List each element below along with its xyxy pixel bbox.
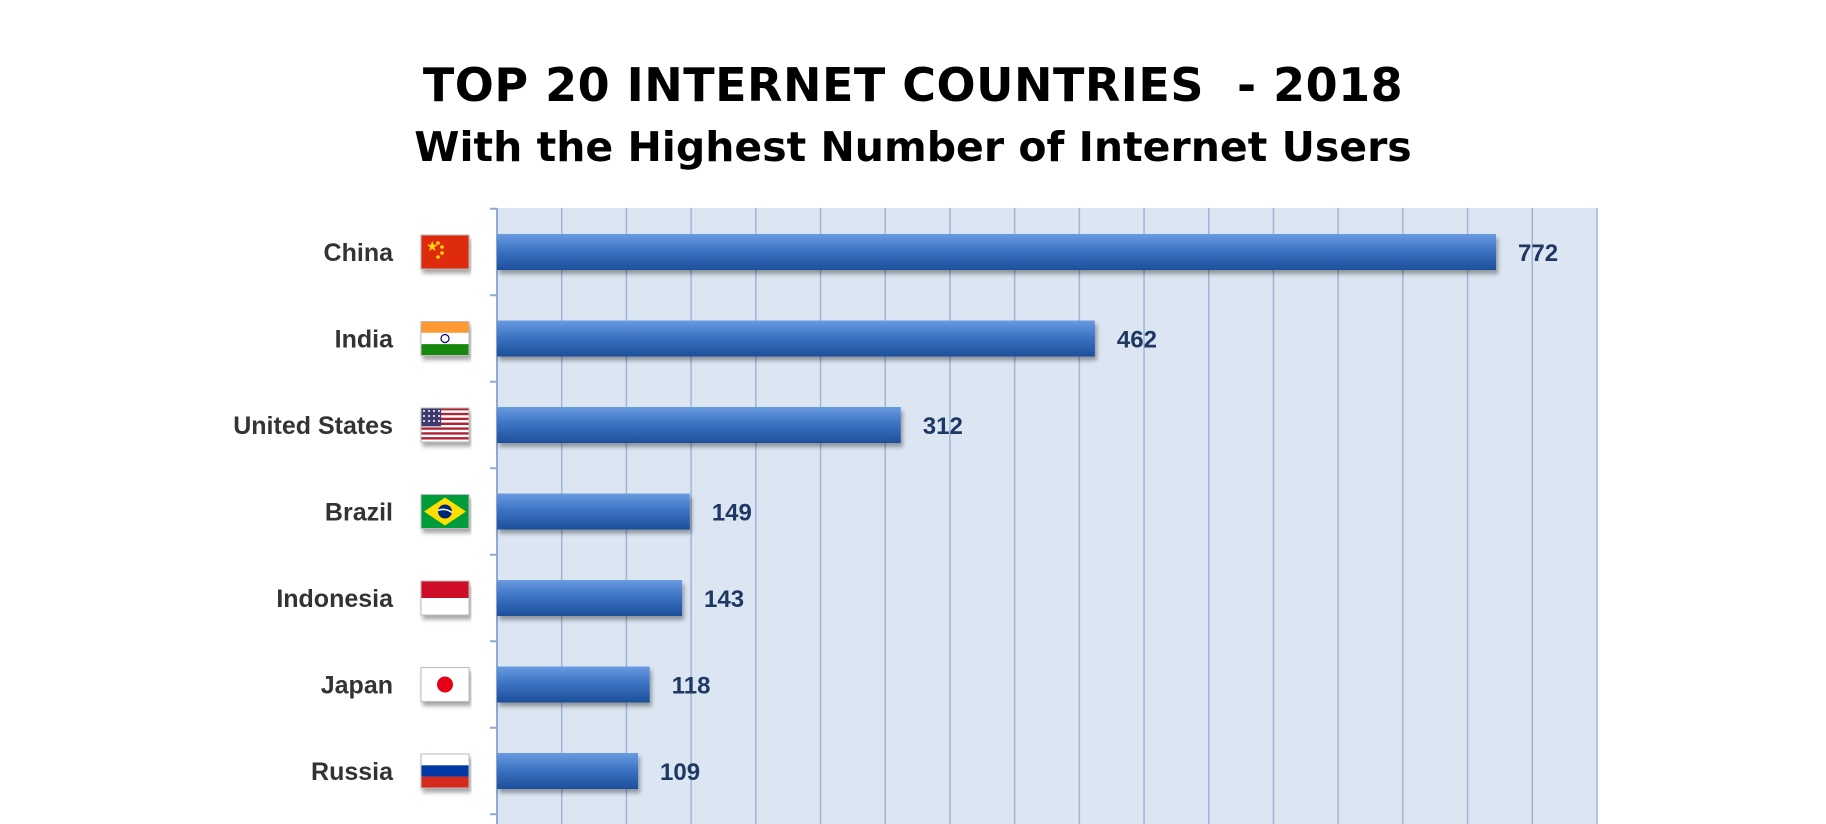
svg-text:★: ★ bbox=[426, 239, 439, 255]
value-label: 772 bbox=[1518, 240, 1558, 267]
usa-flag-icon bbox=[420, 407, 470, 443]
value-label: 312 bbox=[923, 413, 963, 440]
value-labels: 772 462 312 149 143 118 109 bbox=[660, 240, 1558, 786]
bar-united-states bbox=[497, 407, 901, 443]
value-label: 109 bbox=[660, 759, 700, 786]
value-label: 149 bbox=[712, 500, 752, 527]
category-label: Indonesia bbox=[276, 585, 394, 613]
flags: ★ bbox=[420, 234, 470, 789]
russia-flag-icon bbox=[420, 753, 470, 789]
bar-china bbox=[497, 234, 1497, 270]
indonesia-flag-icon bbox=[420, 580, 470, 616]
category-label: United States bbox=[233, 412, 393, 440]
bar-russia bbox=[497, 753, 639, 789]
chart-title: TOP 20 INTERNET COUNTRIES - 2018 bbox=[422, 58, 1404, 112]
category-label: Russia bbox=[311, 758, 394, 786]
japan-flag-icon bbox=[420, 667, 470, 702]
india-flag-icon bbox=[420, 321, 470, 356]
value-label: 143 bbox=[704, 586, 744, 613]
category-label: Japan bbox=[321, 672, 393, 700]
china-flag-icon: ★ bbox=[420, 234, 470, 270]
value-label: 118 bbox=[672, 673, 711, 700]
bar-brazil bbox=[497, 493, 690, 530]
category-label: Brazil bbox=[325, 499, 393, 527]
category-label: India bbox=[335, 326, 394, 354]
bars bbox=[497, 234, 1497, 789]
brazil-flag-icon bbox=[420, 494, 470, 529]
bar-japan bbox=[497, 666, 650, 703]
category-label: China bbox=[324, 239, 395, 267]
chart-subtitle: With the Highest Number of Internet User… bbox=[414, 123, 1412, 171]
chart-titles: TOP 20 INTERNET COUNTRIES - 2018 With th… bbox=[0, 52, 1826, 176]
bar-india bbox=[497, 320, 1095, 357]
bar-indonesia bbox=[497, 580, 683, 616]
value-label: 462 bbox=[1117, 327, 1157, 354]
y-axis-ticks bbox=[490, 207, 497, 816]
category-labels: China India United States Brazil Indonesia Ja… bbox=[233, 239, 394, 786]
